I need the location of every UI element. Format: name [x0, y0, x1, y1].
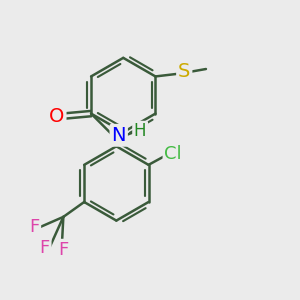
Text: N: N	[112, 126, 126, 145]
Text: Cl: Cl	[164, 146, 182, 164]
Text: F: F	[58, 241, 68, 259]
Text: F: F	[29, 218, 39, 236]
Text: O: O	[49, 107, 64, 126]
Text: S: S	[178, 62, 190, 82]
Text: F: F	[40, 239, 50, 257]
Text: H: H	[134, 122, 146, 140]
